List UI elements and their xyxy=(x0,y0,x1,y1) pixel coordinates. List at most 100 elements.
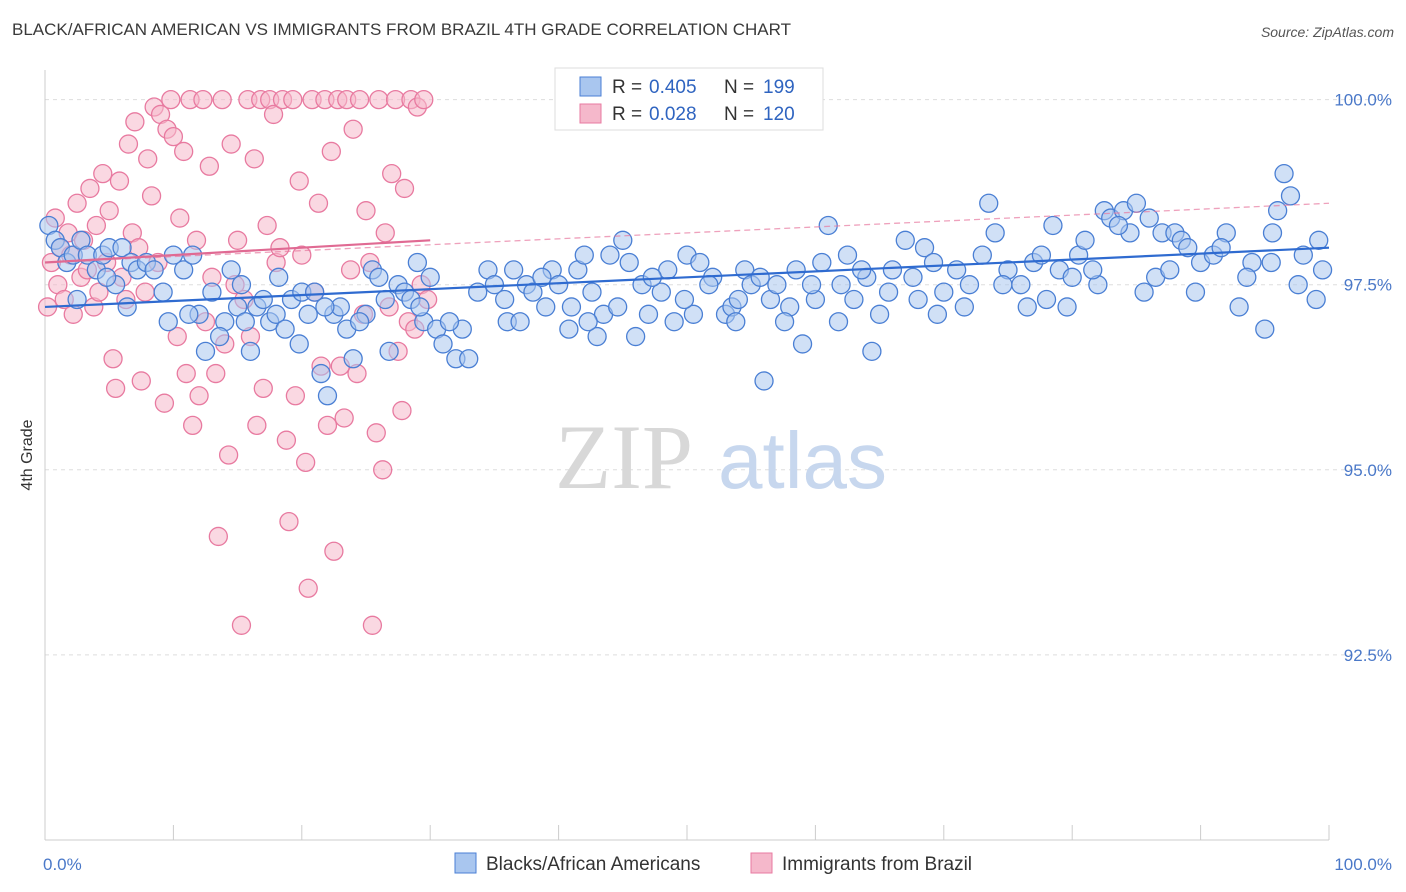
trend-line-brazil xyxy=(44,239,431,264)
data-point xyxy=(334,408,354,428)
data-point xyxy=(382,164,402,184)
data-point xyxy=(459,349,479,369)
data-point xyxy=(167,326,187,347)
data-point xyxy=(828,312,849,332)
data-point xyxy=(263,104,284,125)
data-point xyxy=(619,252,639,273)
data-point xyxy=(812,252,832,273)
data-point xyxy=(340,260,361,280)
data-point xyxy=(1229,297,1249,317)
data-point xyxy=(1011,275,1031,295)
data-point xyxy=(1036,289,1057,310)
data-point xyxy=(183,415,203,436)
data-point xyxy=(221,134,241,154)
data-point xyxy=(1108,215,1129,236)
data-point xyxy=(433,334,453,354)
data-point xyxy=(914,238,935,258)
data-point xyxy=(1075,230,1095,250)
data-point xyxy=(231,275,252,295)
data-point xyxy=(420,267,440,287)
legend-swatch-blue xyxy=(579,76,602,97)
stats-legend: R = 0.405 N = 199 R = 0.028 N = 120 xyxy=(554,67,824,131)
data-point xyxy=(774,312,795,332)
data-point xyxy=(298,304,318,324)
data-point xyxy=(221,260,241,280)
data-point xyxy=(410,297,430,317)
data-point xyxy=(96,267,117,287)
data-point xyxy=(153,282,173,302)
data-point xyxy=(117,297,137,317)
data-point xyxy=(862,341,882,361)
data-point xyxy=(504,260,524,280)
data-point xyxy=(118,134,139,154)
data-point xyxy=(979,193,999,213)
data-point xyxy=(206,363,226,384)
data-point xyxy=(369,89,389,110)
data-point xyxy=(269,267,289,287)
data-point xyxy=(93,164,113,184)
data-point xyxy=(728,289,749,310)
legend-n-value-pink: 120 xyxy=(763,104,795,125)
data-point xyxy=(1178,238,1198,258)
data-point xyxy=(304,282,325,302)
data-point xyxy=(170,208,190,228)
data-point xyxy=(750,267,770,287)
data-point xyxy=(392,400,412,421)
data-point xyxy=(1083,260,1103,280)
legend-label-blacks: Blacks/African Americans xyxy=(486,854,700,875)
data-point xyxy=(1261,252,1281,273)
data-point xyxy=(161,89,181,110)
data-point xyxy=(131,371,151,391)
data-point xyxy=(125,112,145,132)
data-point xyxy=(972,245,992,265)
data-point xyxy=(375,223,395,243)
data-point xyxy=(189,386,209,406)
data-point xyxy=(959,275,980,295)
data-point xyxy=(869,304,890,324)
legend-swatch-pink xyxy=(579,103,602,124)
data-point xyxy=(208,526,228,547)
data-point xyxy=(375,289,395,310)
data-point xyxy=(510,312,530,332)
trend-lines xyxy=(44,202,1330,309)
data-point xyxy=(726,312,746,332)
data-point xyxy=(1139,208,1159,228)
data-point xyxy=(253,289,273,310)
data-point xyxy=(276,430,297,450)
data-point xyxy=(321,141,341,162)
data-point xyxy=(144,260,164,280)
data-point xyxy=(831,275,851,295)
legend-swatch-brazil xyxy=(750,852,773,874)
data-point xyxy=(414,89,434,110)
data-point xyxy=(317,415,338,436)
data-point xyxy=(193,89,213,110)
data-point xyxy=(247,415,267,436)
watermark: ZIP atlas xyxy=(555,406,887,508)
y-tick-label-3: 92.5% xyxy=(1344,646,1392,665)
data-point xyxy=(683,304,704,324)
data-point xyxy=(109,171,130,191)
data-point xyxy=(105,378,126,399)
data-point xyxy=(112,238,132,258)
legend-label-brazil: Immigrants from Brazil xyxy=(782,854,972,875)
data-point xyxy=(587,326,607,347)
data-point xyxy=(1237,267,1257,287)
data-point xyxy=(651,282,671,302)
data-point xyxy=(895,230,915,250)
data-point xyxy=(882,260,903,280)
data-point xyxy=(1160,260,1180,280)
data-point xyxy=(227,230,248,250)
data-point xyxy=(317,386,338,406)
data-point xyxy=(407,252,428,273)
data-point xyxy=(1062,267,1082,287)
y-tick-label-0: 100.0% xyxy=(1334,91,1392,110)
data-point xyxy=(324,541,344,561)
data-point xyxy=(536,297,556,317)
data-point xyxy=(792,334,813,354)
axes xyxy=(44,70,1330,841)
data-point xyxy=(1293,245,1313,265)
data-point xyxy=(174,141,194,162)
data-point xyxy=(642,267,662,287)
data-point xyxy=(903,267,923,287)
data-point xyxy=(574,245,594,265)
